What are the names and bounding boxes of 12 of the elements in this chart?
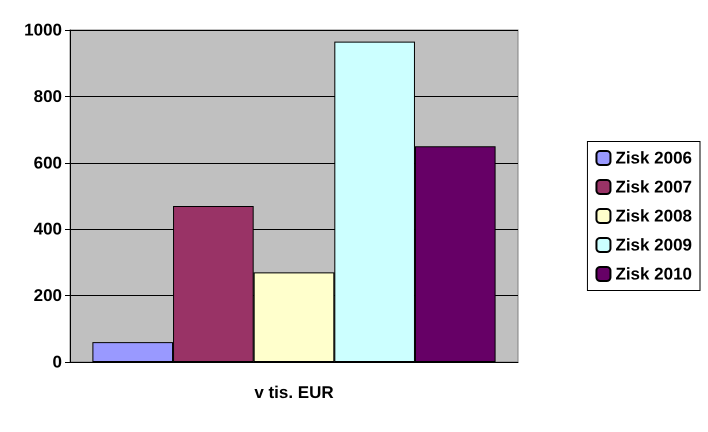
legend-label: Zisk 2009 <box>615 236 692 254</box>
x-tick-label: v tis. EUR <box>254 383 334 402</box>
legend-label: Zisk 2006 <box>615 148 692 168</box>
y-tick-label: 800 <box>34 86 62 106</box>
y-tick-label: 1000 <box>24 20 62 40</box>
y-tick-label: 0 <box>52 352 62 372</box>
y-tick-label: 400 <box>34 220 62 239</box>
legend-label: Zisk 2008 <box>615 206 692 226</box>
legend-label: Zisk 2010 <box>615 264 692 284</box>
y-tick-label: 200 <box>34 286 62 306</box>
y-tick-label: 600 <box>34 153 62 172</box>
legend-label: Zisk 2007 <box>615 178 692 196</box>
